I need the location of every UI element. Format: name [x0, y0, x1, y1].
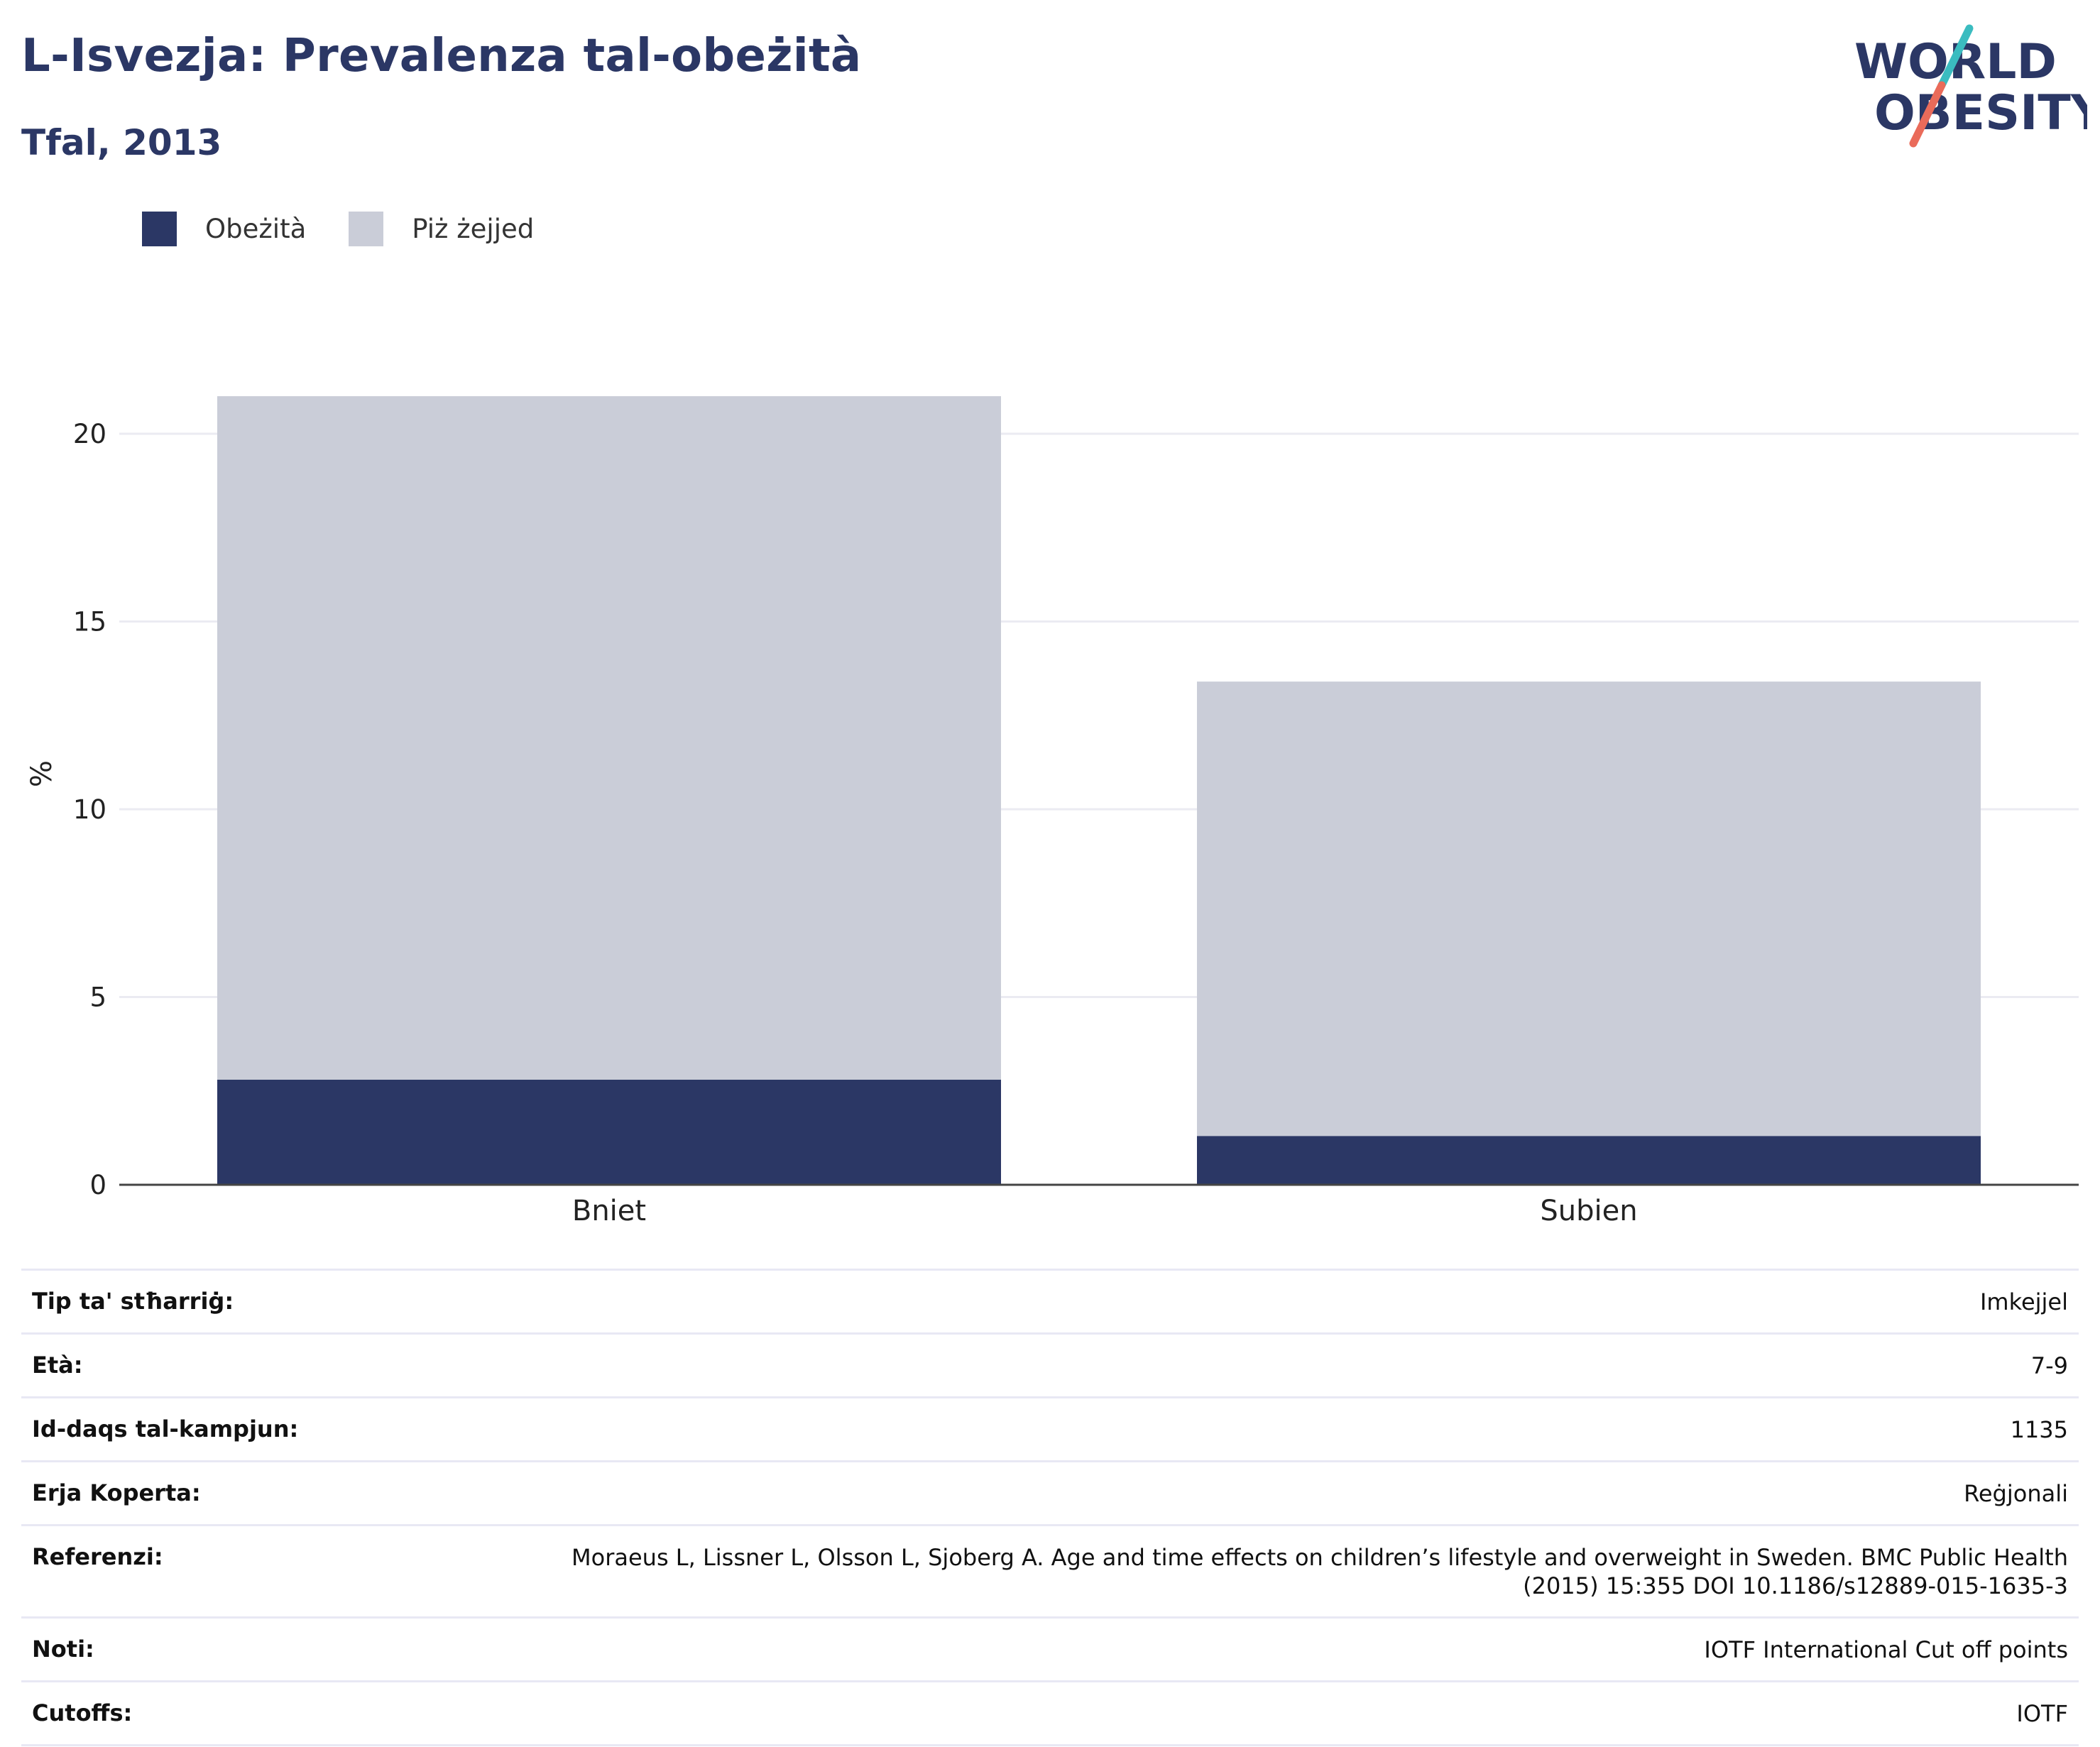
- y-tick-label-0: 0: [89, 1170, 106, 1200]
- y-axis-label: %: [26, 760, 58, 787]
- logo-text-obesity: OBESITY: [1874, 85, 2087, 141]
- world-obesity-logo: WORLD OBESITY: [1854, 24, 2087, 148]
- legend-label-obesity: Obeżità: [205, 213, 307, 244]
- meta-row: Tip ta' stħarriġ: Imkejjel: [21, 1271, 2079, 1335]
- meta-value: 1135: [2010, 1416, 2068, 1443]
- bar-obesity-1[interactable]: [1197, 1136, 1981, 1185]
- meta-row: Cutoffs: IOTF: [21, 1682, 2079, 1746]
- legend-item-obesity[interactable]: Obeżità: [142, 211, 307, 246]
- meta-row: Referenzi: Moraeus L, Lissner L, Olsson L…: [21, 1526, 2079, 1619]
- bar-overweight-1[interactable]: [1197, 681, 1981, 1137]
- meta-value: IOTF International Cut off points: [1704, 1636, 2068, 1663]
- meta-label: Erja Koperta:: [32, 1479, 201, 1506]
- x-tick-label-0: Bniet: [572, 1195, 646, 1227]
- meta-label: Noti:: [32, 1636, 94, 1663]
- legend-label-overweight: Piż żejjed: [412, 213, 535, 244]
- meta-row: Erja Koperta: Reġjonali: [21, 1462, 2079, 1526]
- y-tick-label-5: 5: [89, 982, 106, 1013]
- bar-overweight-0[interactable]: [217, 396, 1001, 1080]
- legend-swatch-overweight: [349, 211, 384, 246]
- bar-chart: 0 5 10 15 20 Bniet Subien %: [26, 396, 2079, 1227]
- meta-value: Reġjonali: [1964, 1480, 2068, 1507]
- page-subtitle: Tfal, 2013: [21, 122, 222, 163]
- meta-label: Cutoffs:: [32, 1699, 133, 1726]
- axes: 0 5 10 15 20 Bniet Subien: [73, 419, 2079, 1227]
- meta-label: Tip ta' stħarriġ:: [32, 1288, 234, 1315]
- meta-value: Moraeus L, Lissner L, Olsson L, Sjoberg …: [572, 1544, 2068, 1599]
- meta-row: Età: 7-9: [21, 1335, 2079, 1398]
- meta-value: Imkejjel: [1979, 1288, 2068, 1315]
- meta-value: IOTF: [2016, 1700, 2068, 1727]
- logo-slash-teal: [1937, 24, 1974, 89]
- meta-label: Id-daqs tal-kampjun:: [32, 1415, 299, 1442]
- meta-label: Età:: [32, 1352, 83, 1379]
- y-tick-label-15: 15: [73, 607, 106, 637]
- bar-obesity-0[interactable]: [217, 1079, 1001, 1185]
- meta-row: Noti: IOTF International Cut off points: [21, 1619, 2079, 1682]
- survey-details-table: Tip ta' stħarriġ: Imkejjel Età: 7-9 Id-daqs …: [21, 1269, 2079, 1746]
- logo-slash-coral: [1909, 81, 1946, 148]
- page-title: L-Isvezja: Prevalenza tal-obeżità: [21, 30, 862, 82]
- bars: [217, 396, 1981, 1185]
- y-tick-label-20: 20: [73, 419, 106, 449]
- legend-swatch-obesity: [142, 211, 177, 246]
- meta-value: 7-9: [2030, 1352, 2068, 1379]
- meta-label: Referenzi:: [32, 1543, 163, 1570]
- y-tick-label-10: 10: [73, 794, 106, 825]
- meta-row: Id-daqs tal-kampjun: 1135: [21, 1398, 2079, 1462]
- chart-legend: Obeżità Piż żejjed: [142, 210, 576, 247]
- legend-item-overweight[interactable]: Piż żejjed: [349, 211, 535, 246]
- x-tick-label-1: Subien: [1540, 1195, 1637, 1227]
